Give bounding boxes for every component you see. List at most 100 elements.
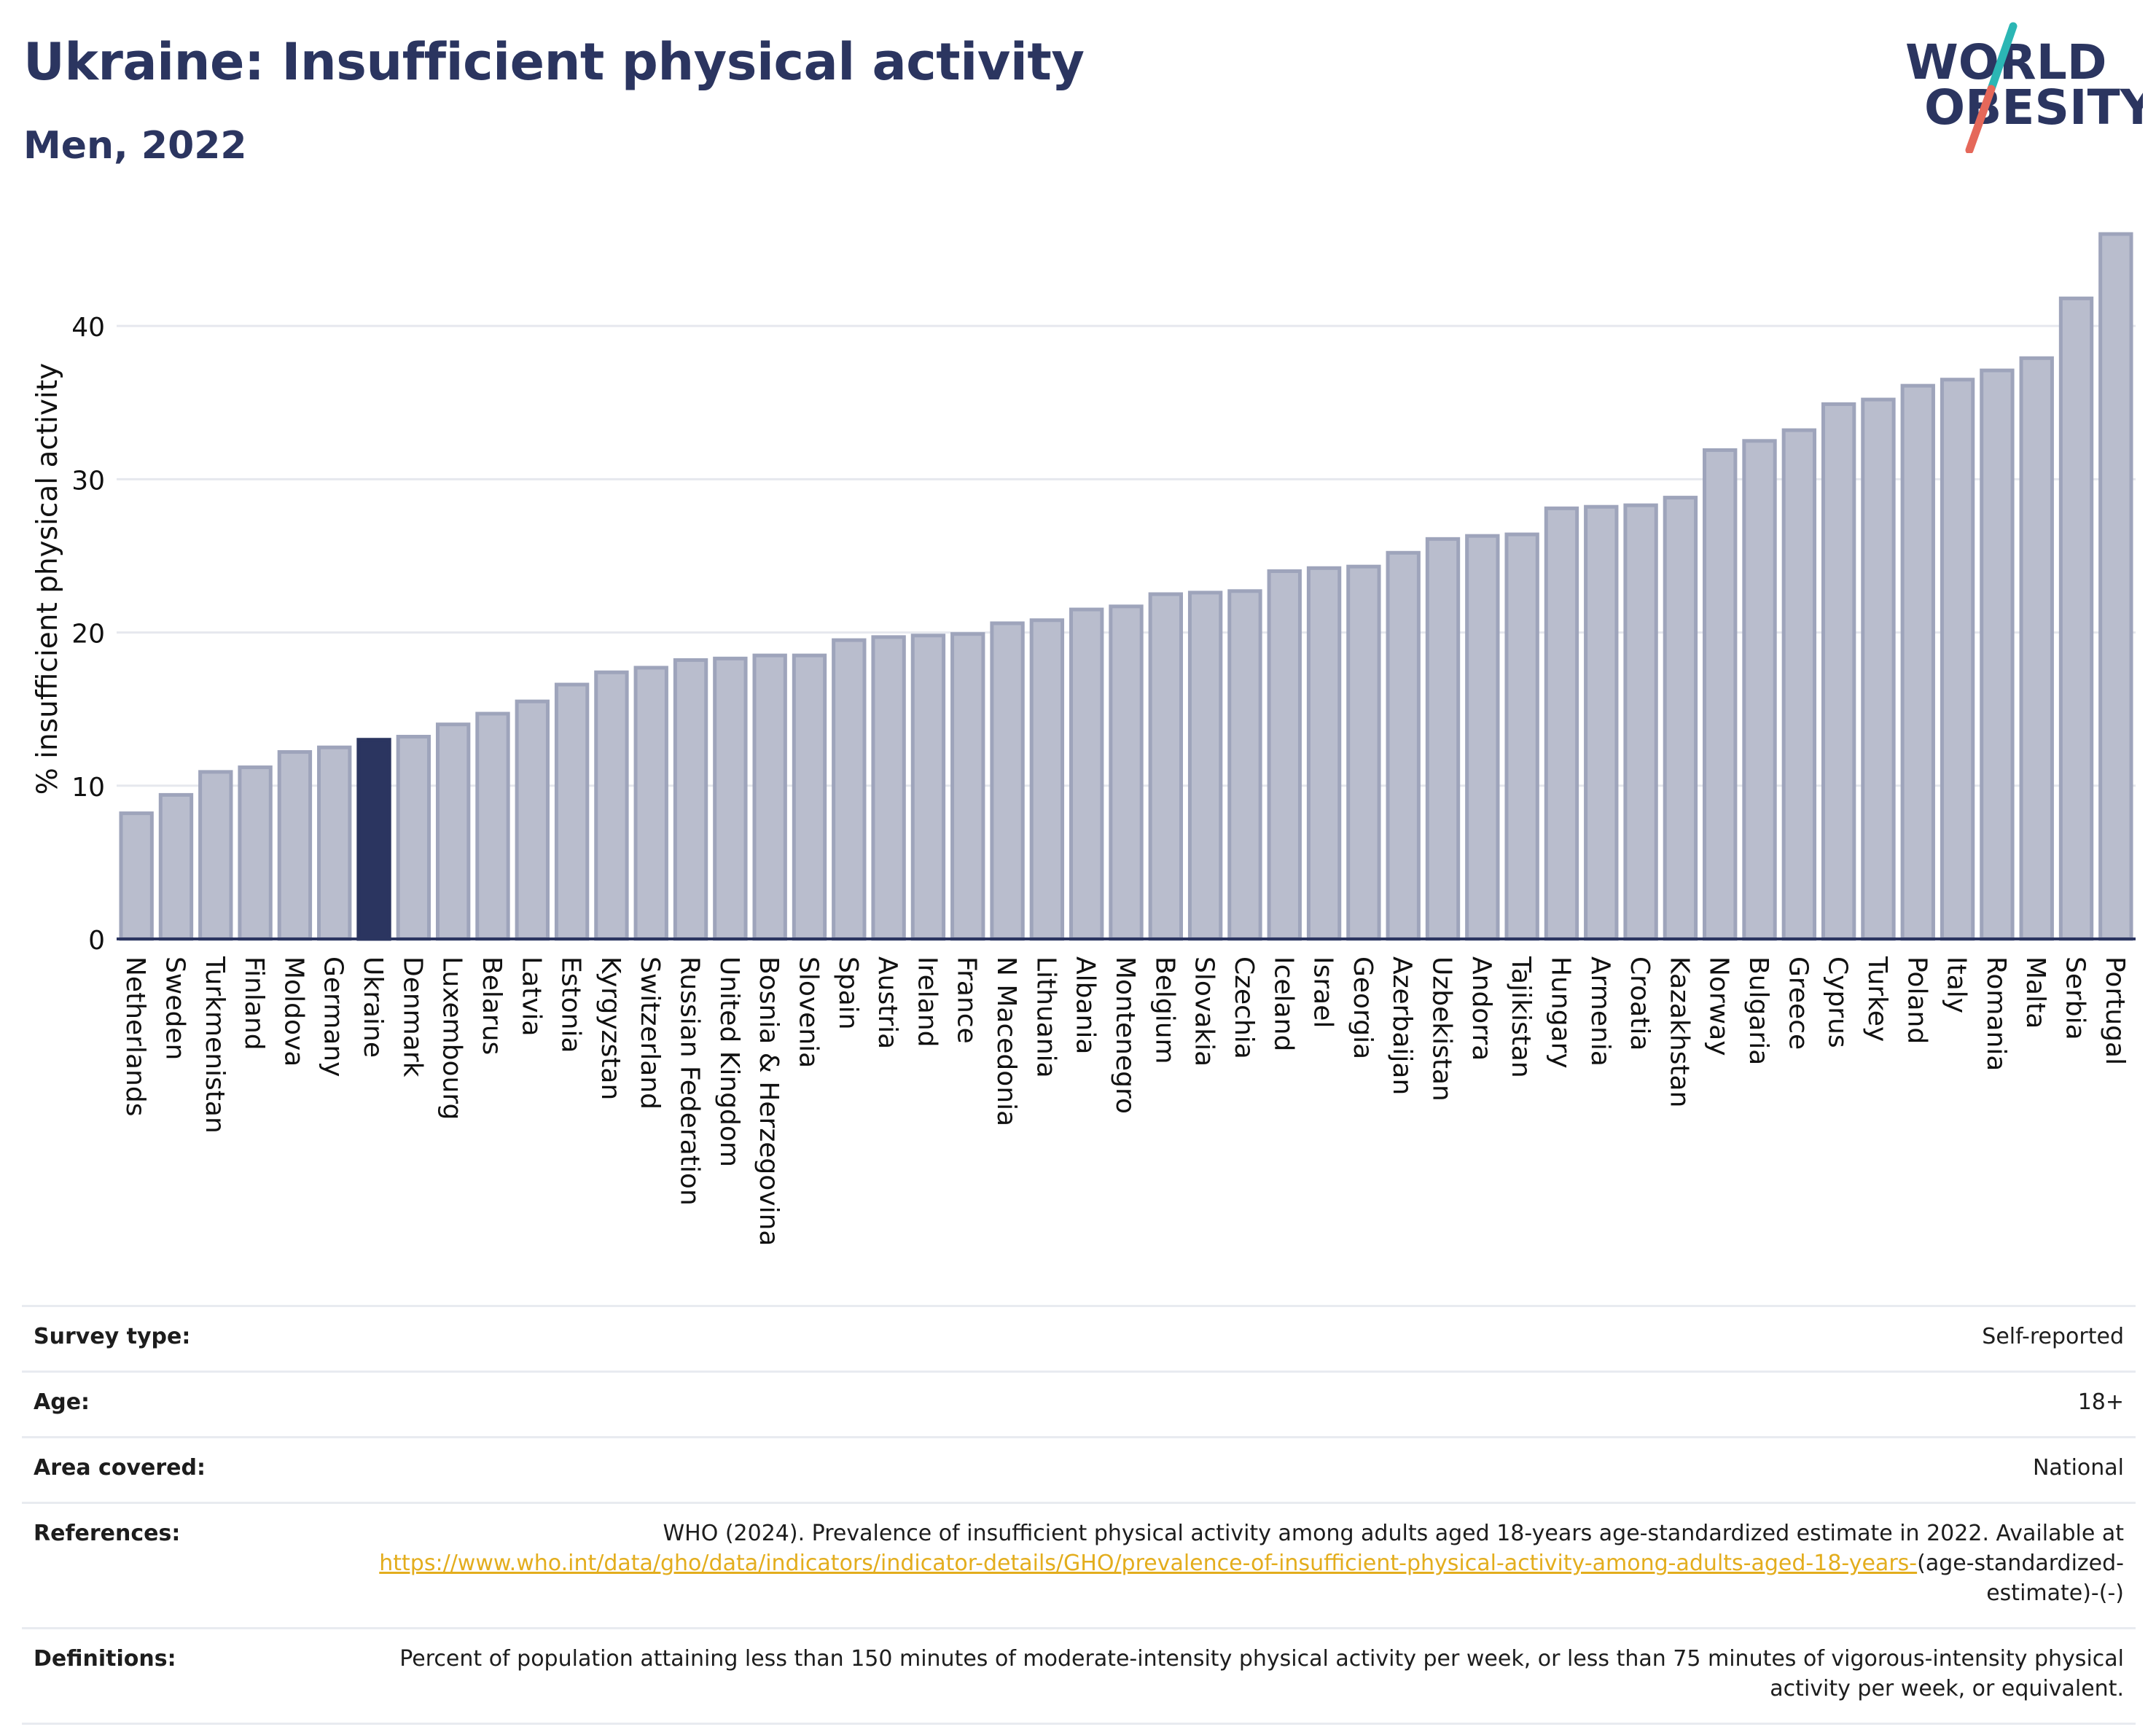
bar-serbia [2058, 296, 2094, 941]
bar-poland [1900, 383, 1935, 941]
bar-belgium [1148, 592, 1183, 941]
references-label: References: [22, 1502, 366, 1629]
x-tick-label: Turkmenistan [200, 956, 230, 1134]
info-row-survey-type: Survey type: Self-reported [22, 1305, 2136, 1372]
bar-n-macedonia [990, 621, 1025, 941]
x-tick-label: Germany [319, 956, 348, 1077]
info-row-definitions: Definitions: Percent of population attai… [22, 1627, 2136, 1725]
y-tick-label: 10 [71, 773, 105, 803]
bar-turkey [1861, 397, 1896, 941]
bar-ireland [910, 633, 946, 941]
info-table: Survey type: Self-reported Age: 18+ Area… [22, 1305, 2136, 1725]
y-axis-label: % insufficient physical activity [31, 363, 64, 795]
references-link[interactable]: https://www.who.int/data/gho/data/indica… [379, 1551, 1918, 1576]
x-tick-label: Tajikistan [1506, 956, 1536, 1078]
x-tick-label: Ireland [912, 956, 942, 1048]
bar-austria [871, 635, 906, 941]
bars [119, 232, 2133, 941]
bar-russian-federation [673, 658, 708, 941]
x-tick-label: Cyprus [1823, 956, 1853, 1048]
x-tick-label: Sweden [160, 956, 190, 1060]
x-tick-label: Netherlands [120, 956, 150, 1116]
bar-germany [317, 745, 352, 941]
age-value: 18+ [366, 1371, 2136, 1438]
bar-belarus [475, 711, 510, 941]
definitions-value: Percent of population attaining less tha… [366, 1627, 2136, 1725]
x-tick-label: Azerbaijan [1387, 956, 1417, 1095]
x-tick-label: Croatia [1625, 956, 1655, 1050]
references-text: WHO (2024). Prevalence of insufficient p… [663, 1521, 2124, 1546]
x-tick-label: Serbia [2061, 956, 2090, 1040]
age-label: Age: [22, 1371, 366, 1438]
info-row-age: Age: 18+ [22, 1371, 2136, 1438]
world-obesity-logo: WORLD OBESITY [1905, 22, 2143, 153]
bar-slovakia [1187, 590, 1223, 941]
bar-kazakhstan [1663, 496, 1698, 941]
x-tick-label: Albania [1071, 956, 1101, 1054]
x-tick-label: Hungary [1545, 956, 1575, 1069]
bar-italy [1940, 378, 1975, 941]
x-tick-label: Greece [1783, 956, 1813, 1050]
x-tick-label: Slovenia [793, 956, 823, 1068]
x-tick-label: Denmark [397, 956, 427, 1077]
chart-title: Ukraine: Insufficient physical activity [23, 32, 1085, 92]
logo-slash-teal [1987, 22, 2018, 93]
area-value: National [366, 1436, 2136, 1503]
x-tick-label: Spain [833, 956, 863, 1030]
x-tick-label: Kazakhstan [1664, 956, 1694, 1107]
x-tick-label: Ukraine [358, 956, 388, 1058]
x-tick-label: Uzbekistan [1427, 956, 1457, 1102]
x-tick-label: Israel [1308, 956, 1338, 1028]
x-tick-label: Lithuania [1031, 956, 1061, 1078]
y-tick-label: 30 [71, 466, 105, 496]
y-tick-label: 20 [71, 620, 105, 650]
bar-france [950, 632, 985, 941]
bar-estonia [554, 682, 590, 941]
x-tick-label: Norway [1704, 956, 1734, 1056]
area-label: Area covered: [22, 1436, 366, 1503]
bar-georgia [1346, 564, 1381, 941]
y-tick-labels: 0 10 20 30 40 [71, 313, 105, 956]
bar-tajikistan [1504, 532, 1539, 941]
bar-bosnia-herzegovina [752, 653, 787, 941]
x-tick-label: Russian Federation [675, 956, 705, 1206]
x-tick-label: Belgium [1149, 956, 1179, 1064]
x-tick-label: Bulgaria [1743, 956, 1773, 1065]
bar-andorra [1465, 534, 1500, 941]
bar-moldova [277, 750, 313, 941]
bar-lithuania [1029, 618, 1065, 941]
x-tick-label: Switzerland [635, 956, 665, 1110]
bar-slovenia [792, 653, 827, 941]
x-tick-label: France [952, 956, 982, 1044]
bar-turkmenistan [198, 770, 233, 941]
bar-uzbekistan [1425, 537, 1461, 941]
x-tick-label: Andorra [1466, 956, 1496, 1061]
bar-israel [1306, 566, 1342, 941]
y-tick-label: 40 [71, 313, 105, 343]
x-tick-label: Moldova [278, 956, 308, 1067]
x-tick-label: Armenia [1585, 956, 1615, 1067]
y-tick-label: 0 [88, 926, 105, 956]
x-tick-label: Estonia [556, 956, 586, 1053]
bar-iceland [1267, 569, 1302, 941]
bar-greece [1781, 428, 1817, 941]
x-tick-label: Montenegro [1110, 956, 1140, 1114]
x-tick-label: Slovakia [1190, 956, 1219, 1067]
bar-luxembourg [435, 722, 471, 941]
references-value: WHO (2024). Prevalence of insufficient p… [366, 1502, 2136, 1629]
x-tick-label: Malta [2020, 956, 2050, 1029]
bar-denmark [396, 735, 431, 941]
bar-bulgaria [1742, 439, 1777, 941]
definitions-label: Definitions: [22, 1627, 366, 1725]
info-row-references: References: WHO (2024). Prevalence of in… [22, 1502, 2136, 1629]
x-tick-label: Georgia [1348, 956, 1378, 1059]
x-tick-label: Poland [1902, 956, 1932, 1044]
bar-latvia [515, 699, 550, 941]
references-suffix: (age-standardized-estimate)-(-) [1917, 1551, 2124, 1606]
bar-netherlands [119, 811, 154, 941]
bar-spain [832, 638, 867, 941]
bar-albania [1069, 607, 1104, 941]
survey-type-label: Survey type: [22, 1305, 366, 1372]
x-tick-label: Latvia [516, 956, 546, 1037]
bar-armenia [1584, 504, 1619, 941]
